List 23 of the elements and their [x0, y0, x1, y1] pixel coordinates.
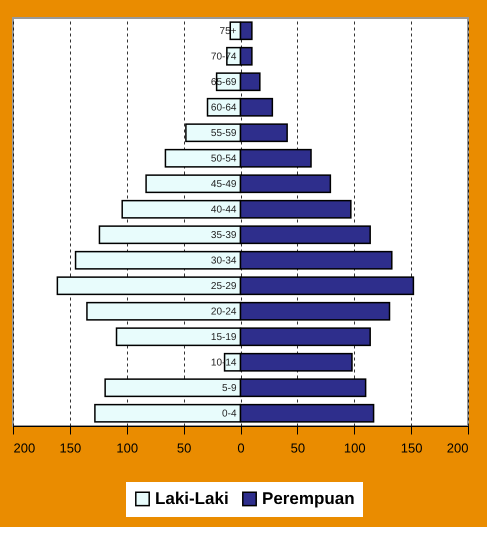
y-tick-label: 45-49 — [210, 178, 237, 190]
x-tick-label: 50 — [290, 440, 306, 456]
y-tick-label: 50-54 — [210, 153, 237, 164]
x-tick-label: 150 — [60, 440, 82, 456]
x-tick-label: 100 — [116, 440, 138, 456]
y-tick-label: 25-29 — [210, 280, 237, 292]
legend-label: Perempuan — [262, 488, 355, 508]
y-tick-label: 15-19 — [210, 332, 237, 343]
y-tick-label: 0-4 — [222, 408, 237, 420]
y-tick-label: 40-44 — [210, 204, 237, 216]
x-tick-label: 100 — [344, 440, 366, 456]
x-tick-label: 50 — [176, 440, 192, 456]
x-tick-label: 150 — [400, 440, 422, 456]
y-tick-label: 20-24 — [210, 306, 237, 318]
y-tick-label: 5-9 — [222, 382, 237, 394]
y-tick-label: 30-34 — [210, 255, 237, 266]
y-tick-label: 35-39 — [210, 230, 237, 241]
x-tick-label: 200 — [14, 440, 36, 456]
x-tick-label: 0 — [237, 440, 245, 456]
y-tick-label: 60-64 — [210, 102, 237, 114]
legend-label: Laki-Laki — [155, 488, 229, 508]
x-tick-label: 200 — [446, 440, 468, 456]
y-tick-label: 55-59 — [210, 128, 237, 139]
